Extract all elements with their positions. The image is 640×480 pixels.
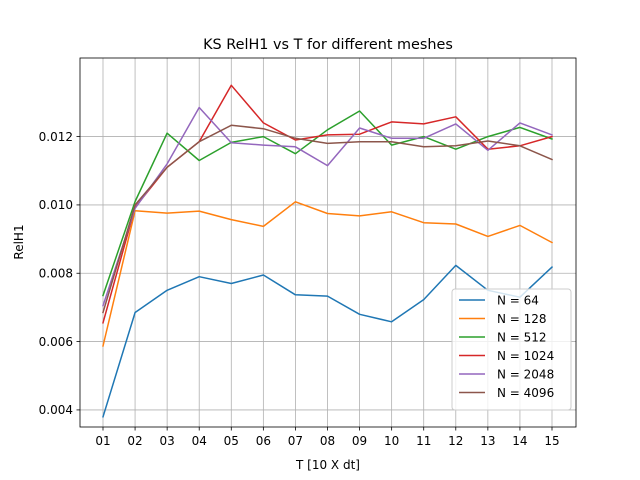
x-tick-label: 13 (480, 434, 495, 448)
legend-entry-label: N = 512 (497, 330, 547, 344)
series-lines (102, 84, 554, 418)
legend-entry-label: N = 128 (497, 312, 547, 326)
x-tick-label: 07 (288, 434, 303, 448)
x-tick-label: 06 (256, 434, 271, 448)
legend-entry-label: N = 2048 (497, 367, 554, 381)
x-tick-label: 10 (384, 434, 399, 448)
legend: N = 64 N = 128 N = 512 N = 1024 N = 2048 N = … (451, 288, 572, 411)
series-line-0 (102, 264, 554, 418)
series-line-4 (102, 106, 553, 307)
x-tick-label: 01 (95, 434, 110, 448)
x-tick-label: 11 (416, 434, 431, 448)
y-tick-label: 0.010 (39, 198, 73, 212)
x-tick-label: 03 (160, 434, 175, 448)
x-tick-label: 04 (192, 434, 207, 448)
y-tick-label: 0.012 (39, 130, 73, 144)
legend-entry-label: N = 4096 (497, 386, 554, 400)
x-tick-label: 09 (352, 434, 367, 448)
axis-ticks: 01 02 03 04 05 06 07 08 09 10 11 12 13 14 15 0.004 0.006… (39, 130, 560, 448)
x-tick-label: 08 (320, 434, 335, 448)
chart-title: KS RelH1 vs T for different meshes (203, 37, 453, 53)
y-axis-label: RelH1 (12, 224, 26, 259)
series-line-5 (102, 124, 553, 314)
legend-entry-label: N = 64 (497, 293, 539, 307)
x-tick-label: 15 (544, 434, 559, 448)
y-tick-label: 0.008 (39, 267, 73, 281)
x-tick-label: 05 (224, 434, 239, 448)
series-line-1 (102, 201, 554, 347)
legend-entry-label: N = 1024 (497, 349, 554, 363)
x-tick-label: 14 (512, 434, 527, 448)
x-tick-label: 12 (448, 434, 463, 448)
x-axis-label: T [10 X dt] (295, 458, 360, 472)
plot-frame (79, 57, 577, 428)
y-tick-label: 0.006 (39, 335, 73, 349)
y-tick-label: 0.004 (39, 403, 73, 417)
x-tick-label: 02 (127, 434, 142, 448)
